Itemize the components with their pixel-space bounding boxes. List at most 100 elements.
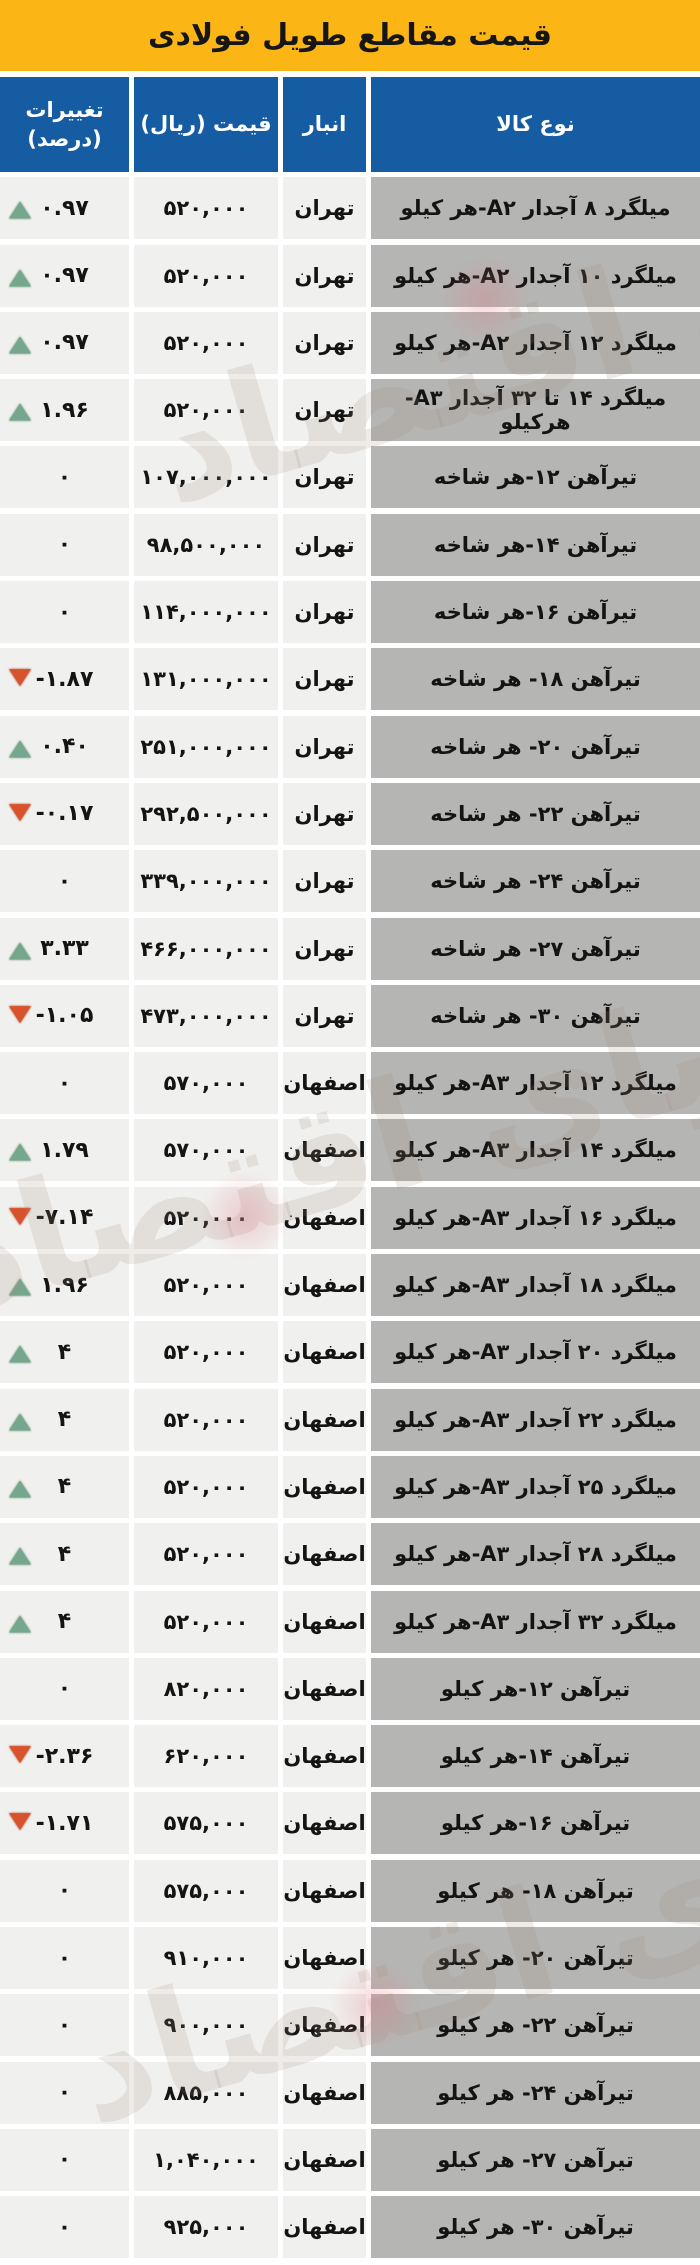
- change-value: ۰.۹۷: [40, 330, 89, 356]
- price-value: ۵۲۰,۰۰۰: [163, 1474, 249, 1499]
- price-cell: ۱۰۷,۰۰۰,۰۰۰: [134, 446, 278, 509]
- warehouse-cell: تهران: [283, 715, 366, 778]
- price-cell: ۸۲۰,۰۰۰: [134, 1657, 278, 1720]
- trend-up-icon: [9, 201, 31, 219]
- price-cell: ۵۲۰,۰۰۰: [134, 1523, 278, 1586]
- warehouse-cell: تهران: [283, 311, 366, 374]
- product-cell: تیرآهن ۱۲-هر کیلو: [371, 1657, 700, 1720]
- change-cell: ۰: [0, 513, 129, 576]
- price-value: ۹۲۵,۰۰۰: [163, 2215, 249, 2240]
- price-cell: ۱۳۱,۰۰۰,۰۰۰: [134, 648, 278, 711]
- price-cell: ۵۲۰,۰۰۰: [134, 1186, 278, 1249]
- change-cell: -۰.۱۷: [0, 782, 129, 845]
- price-value: ۵۷۰,۰۰۰: [163, 1071, 249, 1096]
- change-value: ۴: [57, 1541, 72, 1567]
- price-value: ۲۹۲,۵۰۰,۰۰۰: [140, 801, 272, 826]
- price-table: نوع کالا انبار قیمت (ریال) تغییرات (درصد…: [0, 77, 700, 2259]
- product-cell: میلگرد ۱۲ آجدار A۳-هر کیلو: [371, 1052, 700, 1115]
- warehouse-cell: تهران: [283, 244, 366, 307]
- warehouse-cell: تهران: [283, 379, 366, 442]
- price-value: ۴۶۶,۰۰۰,۰۰۰: [140, 936, 272, 961]
- price-cell: ۵۲۰,۰۰۰: [134, 1455, 278, 1518]
- warehouse-cell: اصفهان: [283, 1994, 366, 2057]
- change-value: ۰: [57, 599, 72, 625]
- price-value: ۱۰۷,۰۰۰,۰۰۰: [140, 465, 272, 490]
- price-cell: ۵۷۵,۰۰۰: [134, 1859, 278, 1922]
- warehouse-cell: اصفهان: [283, 1186, 366, 1249]
- price-cell: ۵۲۰,۰۰۰: [134, 379, 278, 442]
- change-value: ۰: [57, 1878, 72, 1904]
- warehouse-cell: اصفهان: [283, 2061, 366, 2124]
- change-value: -۱.۰۵: [35, 1003, 94, 1029]
- trend-down-icon: [9, 1207, 31, 1225]
- warehouse-cell: تهران: [283, 177, 366, 240]
- trend-up-icon: [9, 1547, 31, 1565]
- change-cell: ۴: [0, 1523, 129, 1586]
- warehouse-cell: اصفهان: [283, 1119, 366, 1182]
- change-value: ۴: [57, 1407, 72, 1433]
- product-cell: میلگرد ۲۲ آجدار A۳-هر کیلو: [371, 1388, 700, 1451]
- price-value: ۱۱۴,۰۰۰,۰۰۰: [140, 600, 272, 625]
- product-cell: تیرآهن ۳۰- هر کیلو: [371, 2196, 700, 2259]
- warehouse-cell: تهران: [283, 850, 366, 913]
- price-cell: ۵۲۰,۰۰۰: [134, 1590, 278, 1653]
- warehouse-cell: اصفهان: [283, 2128, 366, 2191]
- price-cell: ۹۸,۵۰۰,۰۰۰: [134, 513, 278, 576]
- price-cell: ۵۲۰,۰۰۰: [134, 311, 278, 374]
- change-value: -۱.۸۷: [35, 666, 94, 692]
- change-cell: ۰.۴۰: [0, 715, 129, 778]
- warehouse-cell: اصفهان: [283, 1590, 366, 1653]
- product-cell: میلگرد ۲۰ آجدار A۳-هر کیلو: [371, 1321, 700, 1384]
- price-cell: ۵۲۰,۰۰۰: [134, 1254, 278, 1317]
- change-value: ۱.۹۶: [40, 1272, 89, 1298]
- change-cell: ۰: [0, 1657, 129, 1720]
- change-cell: -۱.۷۱: [0, 1792, 129, 1855]
- change-value: ۰: [57, 868, 72, 894]
- price-cell: ۴۶۶,۰۰۰,۰۰۰: [134, 917, 278, 980]
- change-value: ۰: [57, 464, 72, 490]
- product-cell: تیرآهن ۲۰- هر کیلو: [371, 1927, 700, 1990]
- change-cell: ۰: [0, 2061, 129, 2124]
- product-cell: تیرآهن ۱۸- هر شاخه: [371, 648, 700, 711]
- price-value: ۱,۰۴۰,۰۰۰: [153, 2147, 259, 2172]
- warehouse-cell: اصفهان: [283, 1052, 366, 1115]
- change-value: -۲.۳۶: [35, 1743, 94, 1769]
- price-cell: ۳۳۹,۰۰۰,۰۰۰: [134, 850, 278, 913]
- price-value: ۹۰۰,۰۰۰: [163, 2013, 249, 2038]
- column-header-price: قیمت (ریال): [134, 77, 278, 172]
- price-cell: ۵۲۰,۰۰۰: [134, 1388, 278, 1451]
- price-value: ۵۲۰,۰۰۰: [163, 196, 249, 221]
- change-value: ۳.۳۳: [40, 936, 89, 962]
- product-cell: تیرآهن ۲۰- هر شاخه: [371, 715, 700, 778]
- price-value: ۵۲۰,۰۰۰: [163, 1340, 249, 1365]
- change-cell: ۰: [0, 446, 129, 509]
- change-value: ۰: [57, 532, 72, 558]
- change-value: ۱.۷۹: [40, 1137, 89, 1163]
- product-cell: تیرآهن ۱۸- هر کیلو: [371, 1859, 700, 1922]
- price-cell: ۱۱۴,۰۰۰,۰۰۰: [134, 581, 278, 644]
- trend-up-icon: [9, 1278, 31, 1296]
- warehouse-cell: اصفهان: [283, 1523, 366, 1586]
- change-cell: ۰: [0, 581, 129, 644]
- product-cell: میلگرد ۱۰ آجدار A۲-هر کیلو: [371, 244, 700, 307]
- price-value: ۵۲۰,۰۰۰: [163, 1542, 249, 1567]
- warehouse-cell: اصفهان: [283, 1388, 366, 1451]
- product-cell: تیرآهن ۲۴- هر شاخه: [371, 850, 700, 913]
- trend-up-icon: [9, 740, 31, 758]
- product-cell: میلگرد ۸ آجدار A۲-هر کیلو: [371, 177, 700, 240]
- warehouse-cell: تهران: [283, 446, 366, 509]
- change-value: ۰: [57, 1070, 72, 1096]
- price-cell: ۲۵۱,۰۰۰,۰۰۰: [134, 715, 278, 778]
- change-cell: ۰: [0, 850, 129, 913]
- product-cell: میلگرد ۲۵ آجدار A۳-هر کیلو: [371, 1455, 700, 1518]
- price-value: ۵۲۰,۰۰۰: [163, 330, 249, 355]
- warehouse-cell: اصفهان: [283, 2196, 366, 2259]
- trend-down-icon: [9, 1813, 31, 1831]
- change-value: ۰: [57, 1945, 72, 1971]
- column-header-change: تغییرات (درصد): [0, 77, 129, 172]
- change-cell: ۱.۷۹: [0, 1119, 129, 1182]
- change-cell: -۱.۰۵: [0, 984, 129, 1047]
- title-bar: قیمت مقاطع طویل فولادی: [0, 0, 700, 71]
- product-cell: تیرآهن ۱۲-هر شاخه: [371, 446, 700, 509]
